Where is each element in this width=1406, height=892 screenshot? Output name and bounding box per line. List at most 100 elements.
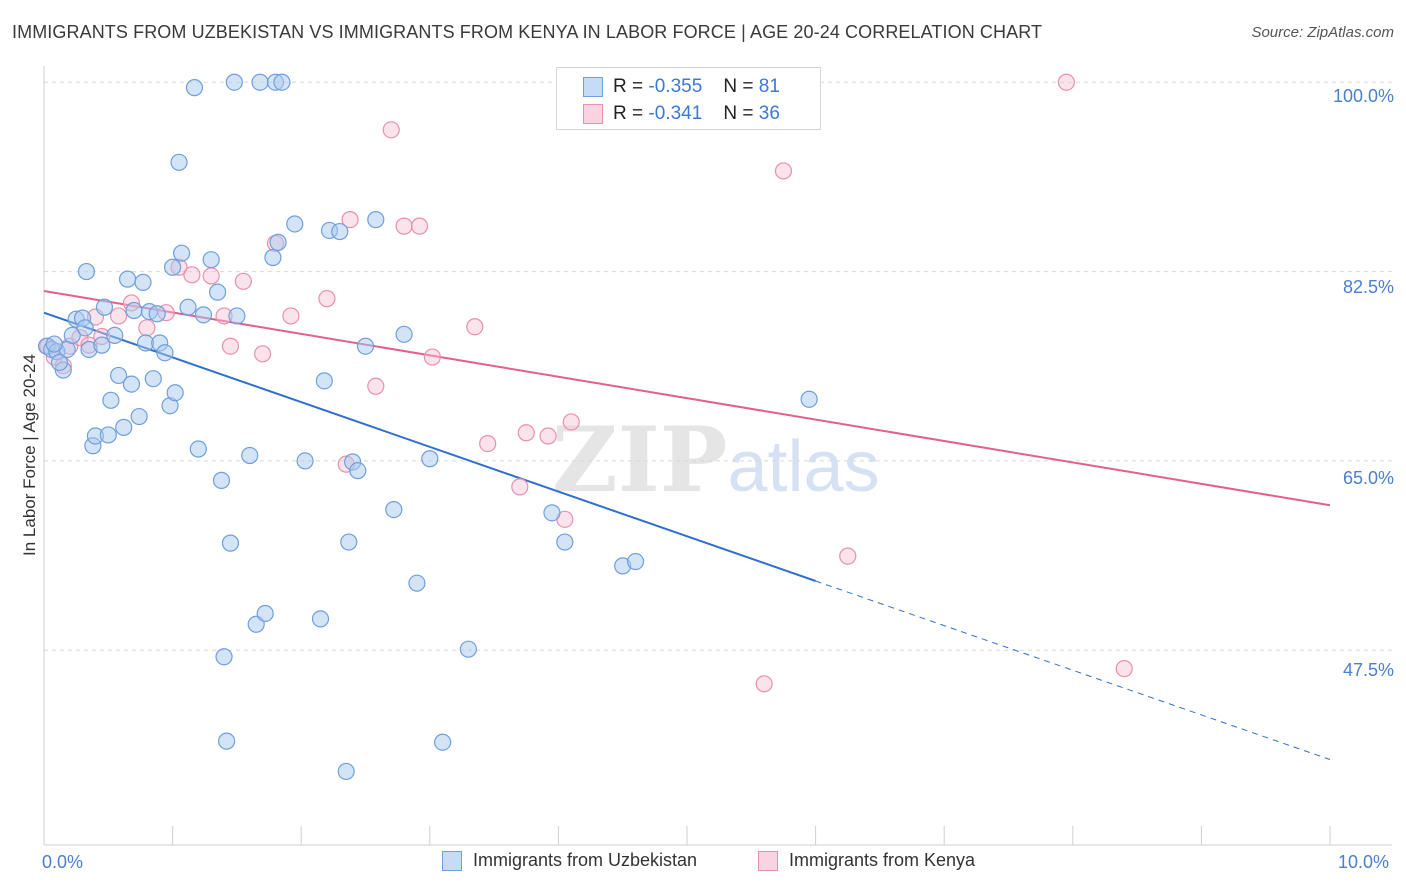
y-tick-label-82-5: 82.5% — [1342, 277, 1394, 297]
data-point-uzbekistan — [115, 418, 133, 436]
data-point-kenya — [341, 211, 359, 229]
trend-line-kenya — [43, 290, 1331, 507]
data-point-uzbekistan — [218, 732, 236, 750]
legend-item-uzbekistan[interactable]: Immigrants from Uzbekistan — [442, 850, 697, 871]
legend-n-label: N = — [723, 76, 754, 97]
data-point-uzbekistan — [408, 574, 426, 592]
legend-n-label: N = — [723, 103, 754, 124]
data-point-uzbekistan — [221, 534, 240, 552]
data-point-kenya — [221, 337, 240, 355]
data-point-kenya — [755, 675, 773, 693]
data-point-uzbekistan — [76, 319, 94, 337]
data-point-uzbekistan — [556, 533, 574, 551]
data-point-kenya — [539, 427, 557, 445]
data-point-uzbekistan — [543, 504, 561, 522]
data-point-uzbekistan — [102, 391, 120, 409]
data-point-uzbekistan — [50, 353, 69, 372]
data-point-kenya — [382, 121, 400, 139]
data-point-uzbekistan — [256, 604, 274, 623]
data-point-uzbekistan — [189, 440, 207, 458]
data-point-kenya — [138, 319, 156, 337]
data-point-uzbekistan — [125, 301, 143, 320]
data-point-uzbekistan — [134, 273, 152, 291]
data-point-uzbekistan — [215, 648, 233, 666]
grid-layer — [44, 81, 1392, 651]
data-point-uzbekistan — [148, 305, 166, 323]
legend-item-kenya[interactable]: Immigrants from Kenya — [758, 850, 975, 871]
legend-n-value-uzbekistan: 81 — [758, 76, 780, 97]
data-point-uzbekistan — [356, 337, 375, 355]
x-tick-label-max: 10.0% — [1338, 852, 1390, 872]
legend-r-label: R = — [613, 103, 644, 124]
data-point-uzbekistan — [93, 336, 111, 354]
data-point-uzbekistan — [95, 298, 114, 316]
data-point-kenya — [410, 217, 429, 235]
data-point-kenya — [517, 424, 535, 442]
source-credit: Source: ZipAtlas.com — [1251, 24, 1394, 41]
data-point-kenya — [254, 345, 272, 363]
data-point-uzbekistan — [109, 366, 128, 385]
trend-layer — [43, 290, 1331, 760]
data-point-kenya — [562, 413, 580, 431]
data-point-uzbekistan — [77, 262, 96, 281]
uzbekistan-legend-swatch — [442, 850, 462, 871]
y-tick-label-100: 100.0% — [1332, 86, 1394, 106]
data-point-kenya — [1057, 73, 1075, 91]
data-point-uzbekistan — [626, 552, 645, 571]
data-point-kenya — [234, 272, 252, 290]
data-point-uzbekistan — [264, 248, 282, 267]
y-tick-label-47-5: 47.5% — [1342, 660, 1394, 680]
data-point-uzbekistan — [194, 306, 213, 324]
data-point-uzbekistan — [459, 640, 477, 658]
data-point-kenya — [466, 318, 484, 336]
data-point-uzbekistan — [311, 610, 330, 628]
legend-label-kenya: Immigrants from Kenya — [789, 850, 976, 870]
data-point-kenya — [109, 307, 128, 325]
data-point-uzbekistan — [228, 307, 246, 325]
data-point-uzbekistan — [421, 450, 439, 468]
data-point-kenya — [183, 266, 201, 284]
trend-line-uzbekistan — [43, 311, 816, 582]
data-point-uzbekistan — [331, 222, 349, 241]
data-point-kenya — [423, 348, 441, 366]
trend-line-uzbekistan-extension — [815, 580, 1331, 760]
data-point-kenya — [395, 217, 413, 235]
legend-r-label: R = — [613, 76, 644, 97]
data-point-uzbekistan — [385, 500, 403, 519]
data-point-uzbekistan — [349, 462, 367, 480]
data-point-kenya — [282, 307, 300, 325]
data-point-uzbekistan — [118, 270, 137, 288]
data-point-uzbekistan — [340, 533, 358, 551]
data-point-uzbekistan — [185, 79, 204, 97]
data-point-uzbekistan — [63, 326, 81, 345]
data-point-uzbekistan — [170, 153, 188, 171]
y-tick-label-65: 65.0% — [1342, 468, 1394, 488]
stats-legend: R = -0.355 N = 81 R = -0.341 N = 36 — [556, 67, 821, 130]
data-point-uzbekistan — [395, 325, 413, 343]
data-point-uzbekistan — [156, 344, 174, 362]
legend-r-value-uzbekistan: -0.355 — [648, 76, 703, 97]
data-point-uzbekistan — [315, 372, 333, 390]
data-point-uzbekistan — [212, 471, 231, 489]
data-point-uzbekistan — [166, 384, 184, 402]
data-point-uzbekistan — [106, 326, 124, 345]
data-point-uzbekistan — [130, 407, 148, 426]
data-point-uzbekistan — [202, 251, 220, 269]
data-point-uzbekistan — [164, 258, 182, 276]
data-point-uzbekistan — [800, 390, 818, 408]
uzbekistan-swatch — [583, 77, 603, 97]
data-point-uzbekistan — [337, 762, 355, 781]
data-point-kenya — [1115, 660, 1133, 678]
data-point-uzbekistan — [179, 298, 197, 316]
data-point-uzbekistan — [286, 215, 304, 233]
legend-n-value-kenya: 36 — [758, 103, 780, 124]
data-point-kenya — [318, 290, 336, 308]
data-point-kenya — [367, 377, 385, 395]
data-point-kenya — [511, 478, 529, 496]
data-point-uzbekistan — [122, 375, 141, 393]
data-point-kenya — [202, 267, 220, 285]
data-point-kenya — [839, 547, 857, 565]
data-point-uzbekistan — [296, 452, 314, 470]
data-point-uzbekistan — [434, 733, 452, 751]
axis-layer — [43, 66, 1392, 846]
